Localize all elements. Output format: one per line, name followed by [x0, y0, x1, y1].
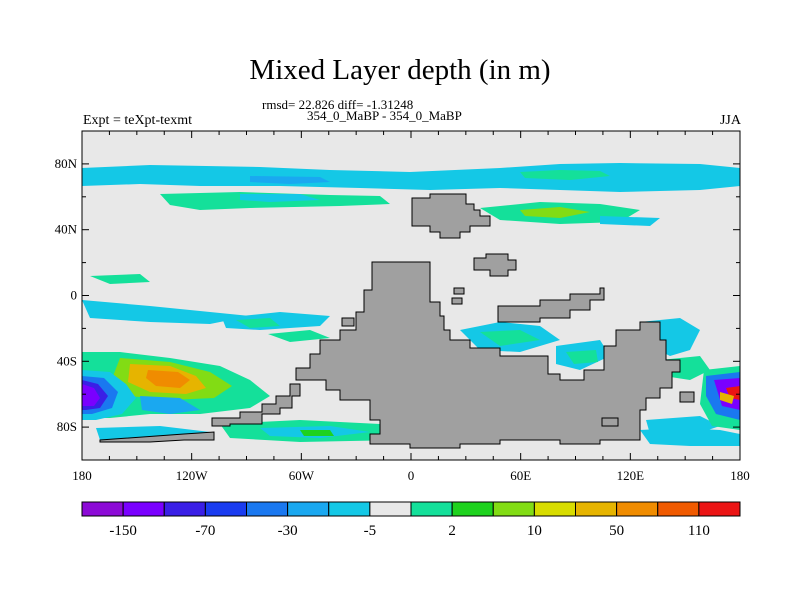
colorbar-swatch: [287, 501, 330, 517]
colorbar-swatch: [246, 501, 289, 517]
contour-so-purple: [82, 384, 100, 406]
contour-so-darkorange: [146, 370, 190, 388]
colorbar-swatch: [122, 501, 165, 517]
contour-antarctic-cyan: [640, 428, 740, 446]
x-tick-label: 120W: [176, 468, 209, 483]
contour-npac-yellow: [520, 207, 590, 218]
contour-trop-cyan-1: [82, 300, 250, 324]
land-west-peninsula: [211, 383, 301, 427]
contour-north-green: [520, 170, 610, 180]
contour-trop-green-3: [268, 330, 330, 342]
land-europe: [411, 193, 491, 239]
x-tick-label: 60W: [289, 468, 315, 483]
colorbar-swatch: [163, 501, 206, 517]
case-line: 354_0_MaBP - 354_0_MaBP: [307, 108, 462, 123]
y-tick-label: 40N: [55, 222, 78, 237]
colorbar-swatch: [81, 501, 124, 517]
land-small-4: [601, 417, 619, 427]
colorbar-label: 2: [448, 523, 456, 539]
contour-io-green: [480, 330, 540, 346]
stats-line: rmsd= 22.826 diff= -1.31248: [262, 97, 414, 112]
season-label: JJA: [719, 113, 741, 128]
colorbar-swatch: [451, 501, 494, 517]
colorbar-swatch: [369, 501, 412, 517]
contour-trop-green-2: [236, 318, 280, 328]
experiment-label: Expt = teXpt-texmt: [83, 113, 192, 128]
contour-midlat-cyan: [240, 194, 320, 202]
x-tick-label: 180: [730, 468, 750, 483]
colorbar-swatch: [328, 501, 371, 517]
land-big-continent: [295, 261, 681, 449]
land-small-1: [451, 297, 463, 305]
contour-npac-cyan: [600, 216, 660, 226]
colorbar-label: -150: [109, 523, 137, 539]
contour-se-orange: [720, 392, 734, 404]
land-small-nz: [679, 391, 695, 403]
contour-so-blue-2: [140, 396, 200, 414]
chart-title: Mixed Layer depth (in m): [249, 54, 551, 86]
colorbar-label: -30: [278, 523, 298, 539]
contour-trop-green-west: [90, 274, 150, 284]
land-small-3: [453, 287, 465, 295]
colorbar-swatch: [204, 501, 247, 517]
land-small-2: [341, 317, 355, 327]
x-tick-label: 60E: [510, 468, 531, 483]
land-asia: [473, 253, 517, 277]
axis-ticks: [81, 131, 741, 460]
contour-south-green-band-2: [300, 430, 334, 436]
colorbar-swatch: [657, 501, 700, 517]
y-tick-label: 80S: [57, 419, 77, 434]
land-south-tail: [99, 431, 215, 443]
contour-north-cyan: [82, 163, 740, 192]
land-east-arm: [497, 287, 605, 323]
colorbar-label: -5: [364, 523, 377, 539]
x-tick-label: 180: [72, 468, 92, 483]
colorbar-swatch: [410, 501, 453, 517]
contour-north-blue: [250, 176, 330, 184]
colorbar: [81, 501, 741, 517]
colorbar-label: 110: [688, 523, 710, 539]
y-tick-label: 80N: [55, 156, 78, 171]
axis-tick-labels: 180 120W 60W 0 60E 120E 180 80N 40N 0 40S 80S: [55, 156, 750, 483]
colorbar-swatch: [533, 501, 576, 517]
y-tick-label: 40S: [57, 353, 77, 368]
colorbar-swatch: [492, 501, 535, 517]
colorbar-swatch: [616, 501, 659, 517]
contour-io-green-2: [566, 350, 598, 364]
colorbar-labels: -150 -70 -30 -5 2 10 50 110: [109, 523, 709, 539]
field-layer: [82, 163, 740, 449]
x-tick-label: 120E: [617, 468, 645, 483]
colorbar-swatch: [698, 501, 741, 517]
y-tick-label: 0: [71, 288, 78, 303]
colorbar-label: -70: [195, 523, 215, 539]
colorbar-label: 10: [527, 523, 542, 539]
colorbar-swatch: [575, 501, 618, 517]
colorbar-label: 50: [609, 523, 624, 539]
x-tick-label: 0: [408, 468, 415, 483]
